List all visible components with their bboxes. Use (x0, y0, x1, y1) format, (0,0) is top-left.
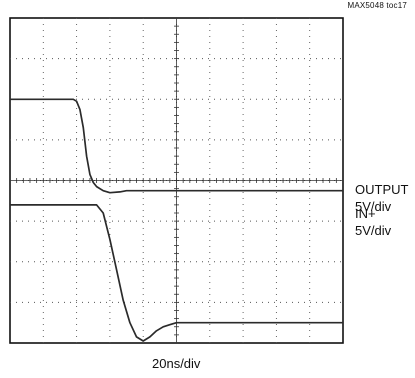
trace-label-output: OUTPUT 5V/div (355, 181, 408, 215)
traces (10, 98, 343, 342)
trace-name-output: OUTPUT (355, 181, 409, 197)
grid (10, 18, 343, 343)
trace-scale-output: 5V/div (355, 198, 392, 214)
document-id-label: MAX5048 toc17 (347, 1, 407, 10)
trace-in (10, 98, 343, 194)
trace-label-in-plus: IN+ 5V/div (355, 205, 391, 239)
trace-name-in-plus: IN+ (355, 206, 376, 222)
trace-scale-in-plus: 5V/div (355, 223, 392, 239)
x-axis-label: 20ns/div (152, 356, 201, 371)
trace-output (10, 204, 343, 342)
